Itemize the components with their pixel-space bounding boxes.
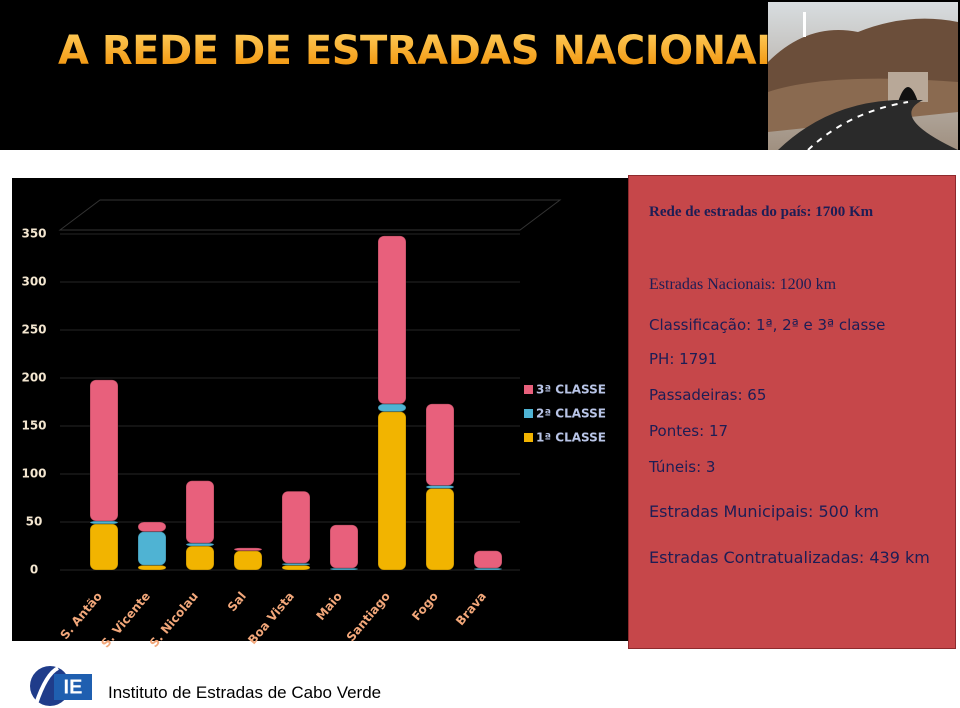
photo — [768, 2, 958, 150]
bar-segment — [281, 490, 311, 564]
bar-segment — [329, 524, 359, 569]
bar-segment — [137, 564, 167, 571]
y-tick-label: 250 — [21, 323, 46, 337]
info-line: Rede de estradas do país: 1700 Km — [649, 204, 874, 220]
bar-segment — [377, 403, 407, 413]
y-tick-label: 150 — [21, 419, 46, 433]
logo-text: IE — [64, 676, 83, 698]
bar-segment — [185, 480, 215, 544]
info-line: Estradas Nacionais: 1200 km — [649, 276, 837, 293]
logo: IE — [30, 666, 92, 706]
info-line: Estradas Municipais: 500 km — [649, 502, 879, 521]
bar-segment — [137, 531, 167, 566]
legend-label: 3ª CLASSE — [536, 383, 606, 397]
bar-segment — [377, 235, 407, 405]
header: A REDE DE ESTRADAS NACIONAIS — [0, 0, 960, 150]
legend-swatch — [524, 409, 533, 418]
legend-swatch — [524, 433, 533, 442]
bar-segment — [233, 550, 263, 571]
bar-segment — [425, 487, 455, 571]
footer-organization: Instituto de Estradas de Cabo Verde — [108, 683, 382, 702]
bar-segment — [377, 411, 407, 571]
y-tick-label: 200 — [21, 371, 46, 385]
info-box: Rede de estradas do país: 1700 Km Estrada… — [628, 175, 956, 649]
bar-segment — [89, 523, 119, 571]
legend-label: 2ª CLASSE — [536, 407, 606, 421]
y-tick-label: 350 — [21, 227, 46, 241]
y-tick-label: 100 — [21, 467, 46, 481]
info-line: Passadeiras: 65 — [649, 386, 767, 404]
bar-segment — [473, 550, 503, 569]
y-tick-label: 0 — [30, 563, 38, 577]
bar-segment — [425, 403, 455, 487]
info-line: Pontes: 17 — [649, 422, 729, 440]
bar-segment — [233, 547, 263, 552]
info-line: Classificação: 1ª, 2ª e 3ª classe — [649, 316, 886, 334]
y-tick-label: 300 — [21, 275, 46, 289]
chart-frame — [58, 199, 562, 231]
y-tick-label: 50 — [26, 515, 43, 529]
slide-title: A REDE DE ESTRADAS NACIONAIS — [58, 28, 799, 74]
info-line: Estradas Contratualizadas: 439 km — [649, 548, 930, 567]
bar-segment — [185, 545, 215, 571]
legend-label: 1ª CLASSE — [536, 431, 606, 445]
info-line: Túneis: 3 — [649, 458, 716, 476]
info-line: PH: 1791 — [649, 350, 718, 368]
bar-segment — [137, 521, 167, 533]
bar-segment — [281, 564, 311, 571]
legend-swatch — [524, 385, 533, 394]
bar-segment — [89, 379, 119, 522]
